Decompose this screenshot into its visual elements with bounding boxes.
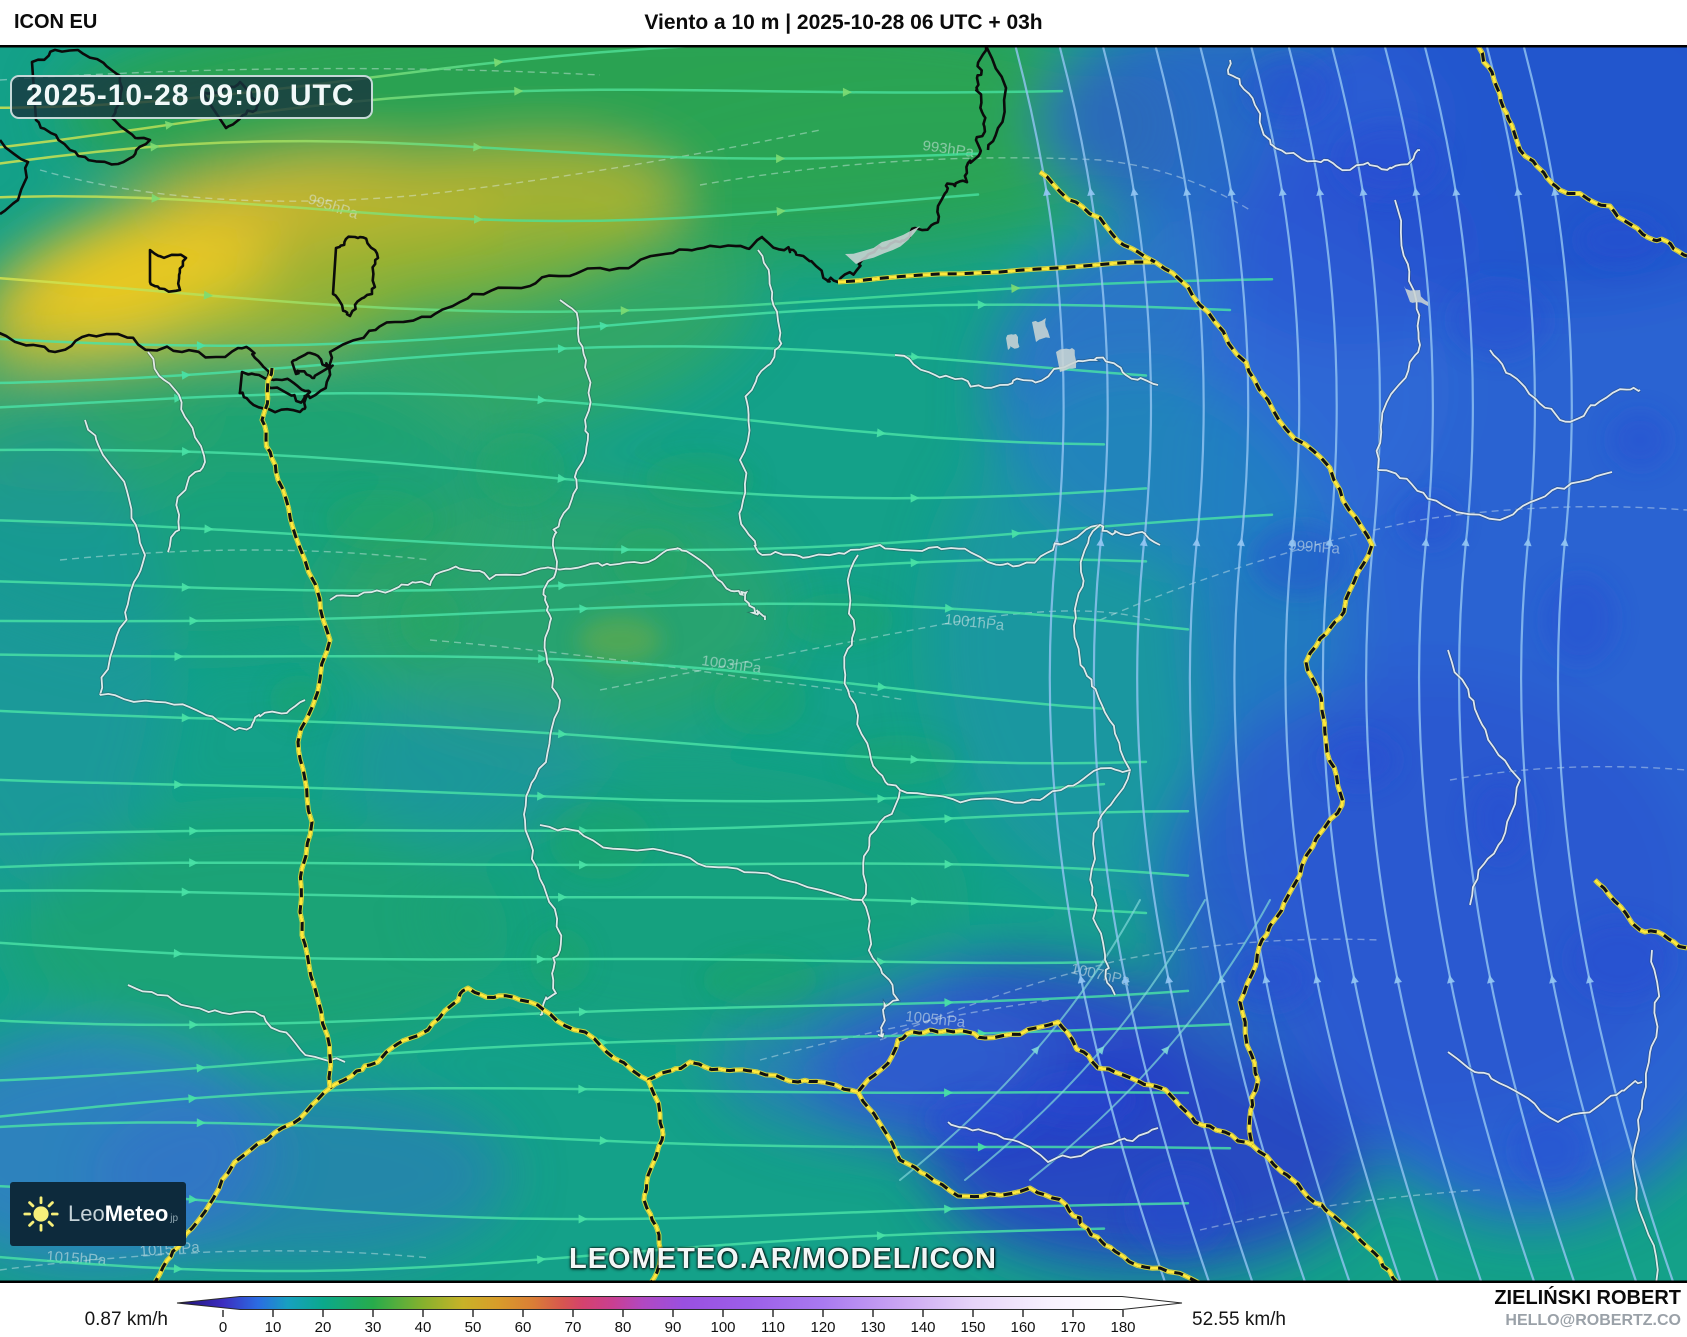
- credit-block: ZIELIŃSKI ROBERT HELLO@ROBERTZ.CO: [1494, 1287, 1681, 1330]
- svg-text:90: 90: [665, 1319, 682, 1336]
- timestamp-overlay: 2025-10-28 09:00 UTC: [10, 75, 373, 119]
- svg-text:110: 110: [761, 1319, 785, 1336]
- logo-text: LeoMeteo jp: [68, 1201, 179, 1226]
- svg-text:10: 10: [265, 1319, 282, 1336]
- svg-text:80: 80: [615, 1319, 632, 1336]
- svg-text:40: 40: [415, 1319, 432, 1336]
- svg-text:30: 30: [365, 1319, 382, 1336]
- svg-text:1001hPa: 1001hPa: [944, 611, 1006, 634]
- svg-text:20: 20: [315, 1319, 332, 1336]
- legend-max-label: 52.55 km/h: [1192, 1309, 1286, 1330]
- legend-min-label: 0.87 km/h: [84, 1309, 168, 1330]
- svg-text:0: 0: [219, 1319, 227, 1336]
- header-bar: ICON EU Viento a 10 m | 2025-10-28 06 UT…: [0, 0, 1687, 45]
- credit-name: ZIELIŃSKI ROBERT: [1494, 1287, 1681, 1309]
- svg-text:1005hPa: 1005hPa: [905, 1008, 967, 1031]
- svg-text:180: 180: [1110, 1319, 1135, 1336]
- watermark-url: LEOMETEO.AR/MODEL/ICON: [569, 1243, 997, 1275]
- svg-text:70: 70: [565, 1319, 582, 1336]
- svg-text:150: 150: [960, 1319, 985, 1336]
- svg-text:130: 130: [860, 1319, 885, 1336]
- map-title: Viento a 10 m | 2025-10-28 06 UTC + 03h: [644, 11, 1043, 34]
- legend-bar: 0 10 20 30 40 50 60 70 80 90 100 110 120 130 140 150 160…: [0, 1283, 1687, 1337]
- leometeo-logo: LeoMeteo jp: [10, 1182, 186, 1246]
- svg-text:140: 140: [910, 1319, 935, 1336]
- model-label: ICON EU: [14, 11, 98, 33]
- sun-icon: [23, 1196, 59, 1232]
- svg-text:50: 50: [465, 1319, 482, 1336]
- credit-email: HELLO@ROBERTZ.CO: [1505, 1312, 1681, 1329]
- svg-text:100: 100: [710, 1319, 735, 1336]
- svg-text:170: 170: [1060, 1319, 1085, 1336]
- svg-text:120: 120: [810, 1319, 835, 1336]
- wind-map: 995hPa 993hPa 999hPa 1001hPa 1003hPa 1007hPa 1…: [0, 45, 1687, 1283]
- color-scale: 0 10 20 30 40 50 60 70 80 90 100 110 120 130 140 150 160…: [176, 1296, 1183, 1336]
- svg-text:60: 60: [515, 1319, 532, 1336]
- svg-text:160: 160: [1010, 1319, 1035, 1336]
- wind-field-canvas: 995hPa993hPa999hPa1001hPa1003hPa1007hPa1…: [0, 45, 1687, 1283]
